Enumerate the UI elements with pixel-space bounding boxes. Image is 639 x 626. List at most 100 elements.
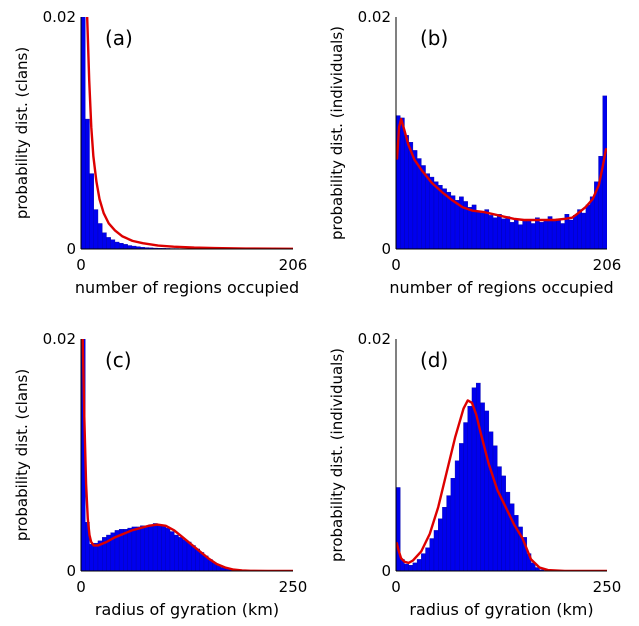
histogram-bar — [186, 541, 192, 571]
charts-group: 0 0.02 0 206 number of regions occupied proba… — [13, 8, 621, 619]
histogram-bar — [501, 218, 506, 249]
histogram-bar — [101, 232, 107, 249]
histogram-bar — [425, 173, 430, 249]
histogram-bar — [89, 544, 94, 571]
x-tick-label: 206 — [279, 256, 308, 274]
panel-label: (d) — [420, 348, 448, 372]
histogram-bar — [106, 237, 111, 249]
histogram-bar — [492, 217, 498, 249]
histogram-bar — [148, 524, 154, 571]
y-axis-label: probability dist. (individuals) — [328, 26, 346, 240]
y-axis-label: probability dist. (clans) — [13, 47, 31, 219]
plot-area — [81, 339, 293, 571]
y-tick-label: 0.02 — [358, 8, 391, 26]
histogram-bar — [568, 219, 574, 249]
histogram-bar — [446, 191, 452, 249]
histogram-bar — [505, 491, 511, 571]
x-tick-label: 0 — [391, 578, 401, 596]
histogram-bar — [123, 529, 128, 571]
histogram-bar — [480, 402, 485, 571]
histogram-bar — [161, 525, 166, 571]
x-tick-label: 0 — [76, 256, 86, 274]
histogram-bar — [93, 209, 99, 249]
histogram-bar — [505, 216, 511, 249]
histogram-bar — [89, 173, 94, 249]
histogram-bar — [463, 422, 468, 571]
histogram-bar — [581, 212, 587, 249]
histogram-bar — [492, 445, 498, 571]
plot-area — [81, 17, 293, 249]
histogram-bar — [509, 222, 515, 249]
histogram-bar — [416, 559, 422, 571]
histogram-bar — [450, 195, 456, 249]
histogram-bar — [539, 222, 544, 249]
y-tick-label: 0.02 — [358, 330, 391, 348]
histogram-bar — [543, 219, 549, 249]
fit-curve — [396, 117, 607, 222]
histogram-bar — [85, 118, 90, 249]
plot-area — [396, 95, 607, 249]
histogram-bar — [191, 545, 196, 571]
histogram-bar — [118, 242, 124, 249]
histogram-bar — [169, 531, 175, 571]
x-tick-label: 0 — [391, 256, 401, 274]
y-tick-label: 0 — [381, 240, 391, 258]
histogram-bar — [412, 562, 418, 571]
histogram-bar — [475, 210, 481, 249]
panel-label: (a) — [105, 26, 133, 50]
histogram-bar — [404, 135, 409, 249]
histogram-bar — [497, 466, 502, 571]
histogram-bar — [585, 204, 591, 249]
histogram-bar — [433, 181, 439, 249]
histogram-bar — [123, 244, 128, 249]
histogram-bar — [589, 196, 595, 249]
y-tick-label: 0 — [381, 562, 391, 580]
histogram-bar — [114, 241, 120, 249]
histogram-bar — [429, 538, 435, 571]
histogram-bar — [454, 200, 460, 249]
histogram-bar — [127, 245, 133, 249]
histogram-bar — [522, 220, 528, 249]
histogram-bar — [459, 443, 464, 571]
histogram-bar — [509, 503, 515, 571]
x-tick-label: 250 — [593, 578, 622, 596]
histogram-bar — [488, 215, 494, 249]
histogram-bar — [144, 525, 150, 571]
fit-curve — [85, 17, 293, 249]
histogram-bar — [140, 525, 145, 571]
histogram-bar — [556, 218, 561, 249]
histogram-bar — [551, 220, 557, 249]
x-axis-label: radius of gyration (km) — [95, 600, 279, 619]
histogram-bar — [442, 188, 447, 249]
histogram-bar — [81, 17, 86, 249]
histogram-bar — [501, 475, 506, 571]
histogram-bar — [396, 487, 401, 571]
fit-curve — [81, 339, 293, 571]
histogram-bar — [400, 117, 405, 249]
histogram-bar — [157, 524, 162, 571]
histogram-bar — [408, 565, 414, 571]
y-axis-label: probability dist. (clans) — [13, 369, 31, 541]
histogram-bar — [560, 223, 566, 249]
histogram-bar — [131, 526, 137, 571]
x-tick-label: 250 — [279, 578, 308, 596]
histogram-bar — [484, 209, 490, 249]
y-axis-label: probability dist. (individuals) — [328, 348, 346, 562]
histogram-bar — [446, 495, 452, 571]
histogram-bar — [93, 542, 99, 571]
chart-panel-b: 0 0.02 0 206 number of regions occupied proba… — [328, 8, 621, 297]
histogram-bar — [429, 176, 435, 249]
histogram-bar — [438, 184, 443, 249]
panel-label: (c) — [105, 348, 132, 372]
histogram-bar — [475, 382, 481, 571]
histogram-bar — [480, 212, 485, 249]
histogram-bar — [484, 410, 490, 571]
histogram-bar — [421, 553, 426, 571]
x-axis-label: number of regions occupied — [75, 278, 299, 297]
plot-area — [396, 382, 607, 571]
y-tick-label: 0 — [66, 240, 76, 258]
histogram-bar — [135, 526, 141, 571]
